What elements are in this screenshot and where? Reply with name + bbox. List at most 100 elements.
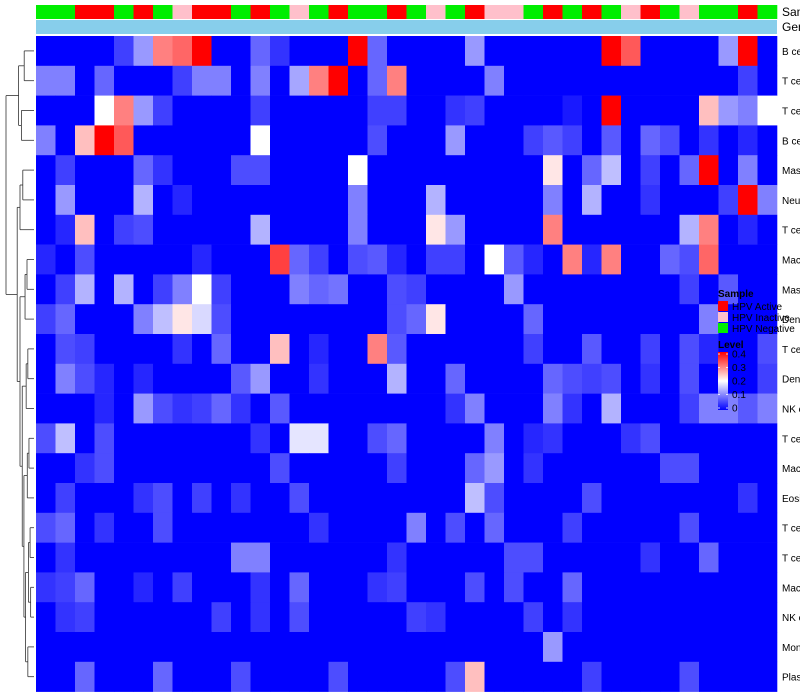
heatmap-cell: [55, 65, 76, 96]
heatmap-cell: [640, 632, 661, 663]
heatmap-cell: [679, 512, 700, 543]
heatmap-cell: [426, 304, 446, 335]
heatmap-cell: [562, 423, 583, 454]
heatmap-cell: [55, 483, 76, 514]
heatmap-cell: [699, 36, 719, 67]
heatmap-cell: [679, 632, 700, 663]
row-label: Macrophages M1: [782, 583, 800, 594]
heatmap-cell: [445, 393, 466, 424]
heatmap-cell: [523, 572, 544, 603]
heatmap-cell: [562, 453, 583, 484]
heatmap-cell: [465, 363, 485, 394]
heatmap-cell: [445, 512, 466, 543]
heatmap-cell: [738, 185, 758, 216]
heatmap-cell: [75, 393, 95, 424]
heatmap-cell: [738, 65, 758, 96]
heatmap-cell: [387, 453, 407, 484]
heatmap-cell: [543, 95, 563, 126]
heatmap-cell: [328, 244, 349, 275]
heatmap-cell: [562, 334, 583, 365]
heatmap-cell: [562, 155, 583, 186]
heatmap-cell: [94, 542, 115, 573]
heatmap-cell: [153, 95, 173, 126]
heatmap-cell: [114, 334, 134, 365]
heatmap-cell: [543, 244, 563, 275]
sample-annotation-cell: [94, 5, 115, 19]
heatmap-cell: [270, 632, 290, 663]
heatmap-cell: [192, 661, 212, 692]
heatmap-cell: [718, 512, 739, 543]
heatmap-cell: [621, 304, 641, 335]
heatmap-cell: [465, 602, 485, 633]
heatmap-cell: [484, 334, 505, 365]
heatmap-cell: [582, 572, 602, 603]
heatmap-cell: [738, 512, 758, 543]
heatmap-cell: [367, 65, 388, 96]
heatmap-cell: [465, 483, 485, 514]
heatmap-cell: [445, 274, 466, 305]
heatmap-cell: [387, 334, 407, 365]
heatmap-cell: [582, 453, 602, 484]
heatmap-cell: [55, 572, 76, 603]
heatmap-cell: [172, 632, 193, 663]
heatmap-cell: [328, 602, 349, 633]
heatmap-cell: [309, 393, 329, 424]
heatmap-cell: [738, 602, 758, 633]
heatmap-cell: [55, 512, 76, 543]
heatmap-cell: [172, 334, 193, 365]
heatmap-cell: [348, 572, 368, 603]
heatmap-cell: [36, 453, 56, 484]
heatmap-cell: [543, 512, 563, 543]
sample-annotation-cell: [114, 5, 134, 19]
heatmap-cell: [640, 334, 661, 365]
heatmap-cell: [192, 185, 212, 216]
heatmap-cell: [55, 95, 76, 126]
heatmap-cell: [133, 274, 154, 305]
heatmap-cell: [523, 36, 544, 67]
heatmap-cell: [504, 363, 524, 394]
heatmap-cell: [387, 125, 407, 156]
heatmap-cell: [621, 393, 641, 424]
heatmap-cell: [562, 542, 583, 573]
heatmap-cell: [699, 661, 719, 692]
heatmap-cell: [406, 125, 427, 156]
heatmap-cell: [192, 304, 212, 335]
heatmap-cell: [94, 65, 115, 96]
heatmap-cell: [328, 632, 349, 663]
heatmap-cell: [94, 393, 115, 424]
heatmap-cell: [231, 95, 251, 126]
heatmap-cell: [699, 393, 719, 424]
heatmap-cell: [270, 363, 290, 394]
heatmap-cell: [192, 453, 212, 484]
heatmap-cell: [679, 483, 700, 514]
heatmap-cell: [309, 95, 329, 126]
heatmap-cell: [699, 274, 719, 305]
heatmap-cell: [523, 244, 544, 275]
heatmap-cell: [94, 36, 115, 67]
heatmap-cell: [621, 632, 641, 663]
heatmap-cell: [562, 393, 583, 424]
heatmap-cell: [289, 304, 310, 335]
heatmap-cell: [660, 155, 680, 186]
heatmap-cell: [562, 244, 583, 275]
heatmap-cell: [660, 483, 680, 514]
heatmap-cell: [114, 244, 134, 275]
heatmap-cell: [426, 542, 446, 573]
heatmap-cell: [523, 363, 544, 394]
heatmap-cell: [192, 36, 212, 67]
gene-expression-level-bar: [36, 20, 777, 34]
annotation-label: Sample: [782, 5, 800, 19]
heatmap-cell: [543, 572, 563, 603]
heatmap-cell: [757, 363, 778, 394]
heatmap-cell: [718, 274, 739, 305]
heatmap-cell: [211, 661, 232, 692]
heatmap-cell: [679, 393, 700, 424]
heatmap-cell: [367, 542, 388, 573]
heatmap-cell: [114, 661, 134, 692]
heatmap-cell: [36, 512, 56, 543]
heatmap-cell: [465, 304, 485, 335]
heatmap-cell: [75, 632, 95, 663]
legend-sample-swatch: [718, 301, 728, 311]
heatmap-cell: [55, 185, 76, 216]
heatmap-cell: [114, 214, 134, 245]
